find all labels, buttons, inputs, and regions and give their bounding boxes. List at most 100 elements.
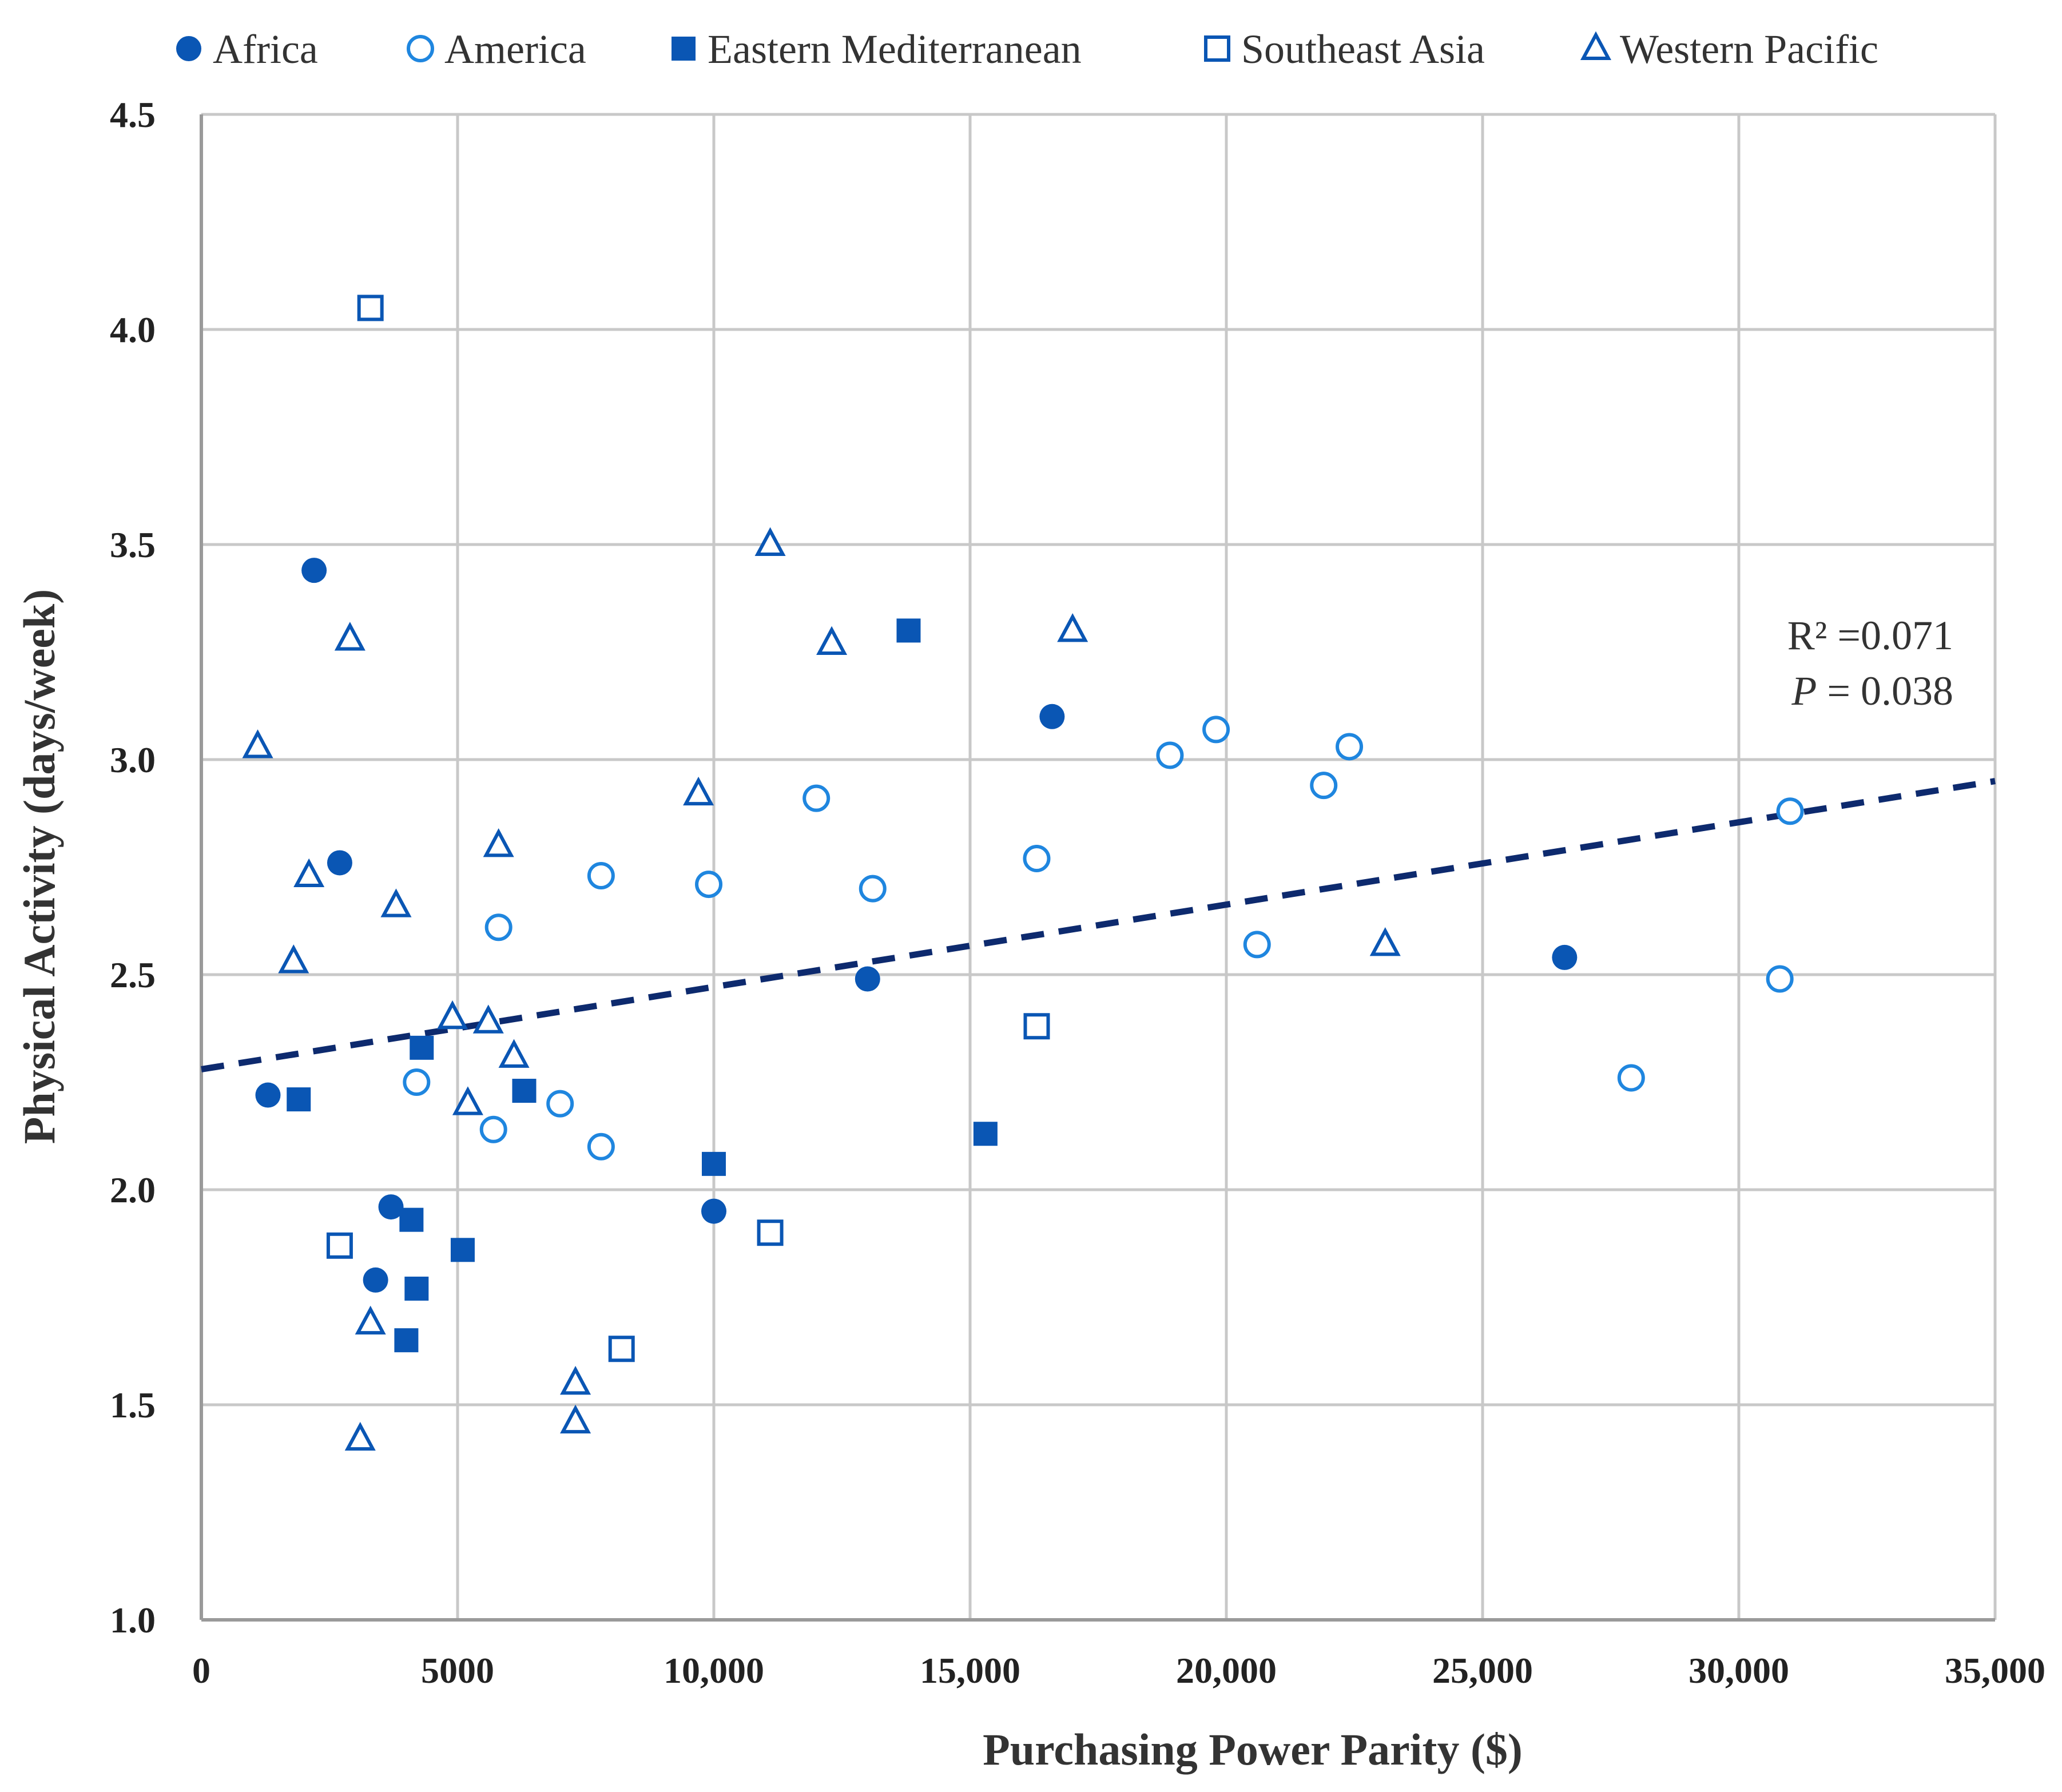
y-tick-label: 2.0 — [110, 1170, 156, 1210]
y-tick-label: 2.5 — [110, 955, 156, 995]
data-point-southeast-asia — [326, 1232, 353, 1259]
data-point-southeast-asia — [757, 1219, 784, 1246]
legend-marker-america — [407, 35, 434, 62]
data-point-western-pacific — [560, 1366, 591, 1395]
data-point-eastern-mediterranean — [404, 1276, 429, 1301]
data-point-western-pacific — [483, 828, 514, 857]
p-label: P — [1791, 668, 1817, 714]
data-point-western-pacific — [437, 1000, 468, 1030]
legend-marker-southeast-asia — [1204, 35, 1230, 62]
data-point-western-pacific — [334, 622, 365, 651]
data-point-africa — [1039, 704, 1065, 729]
legend-label-america: America — [444, 26, 586, 72]
data-point-southeast-asia — [1023, 1013, 1050, 1040]
data-point-western-pacific — [344, 1421, 376, 1451]
legend-label-western-pacific: Western Pacific — [1620, 26, 1878, 72]
data-point-eastern-mediterranean — [410, 1035, 434, 1060]
tick-labels-layer: 0 5000 10,000 15,000 20,000 25,000 30,000 35,00… — [110, 94, 2045, 1691]
y-tick-label: 4.5 — [110, 94, 156, 135]
data-point-america — [802, 784, 831, 812]
data-point-america — [1766, 965, 1794, 993]
data-point-eastern-mediterranean — [973, 1122, 998, 1146]
data-point-western-pacific — [380, 888, 412, 917]
data-point-western-pacific — [1057, 613, 1088, 642]
data-point-america — [1310, 772, 1338, 800]
data-point-eastern-mediterranean — [399, 1207, 424, 1232]
x-axis-title: Purchasing Power Parity ($) — [983, 1725, 1523, 1774]
data-point-africa — [363, 1267, 388, 1293]
data-point-western-pacific — [816, 626, 848, 655]
data-point-southeast-asia — [608, 1336, 635, 1362]
legend-marker-eastern-mediterranean — [672, 37, 696, 61]
data-point-america — [1336, 733, 1364, 761]
data-point-western-pacific — [472, 1004, 504, 1034]
x-tick-label: 5000 — [421, 1650, 494, 1691]
data-point-america — [479, 1115, 507, 1143]
trend-line — [201, 778, 1996, 1072]
data-point-eastern-mediterranean — [896, 618, 921, 643]
data-point-africa — [378, 1194, 404, 1220]
x-tick-label: 15,000 — [920, 1650, 1020, 1691]
data-point-eastern-mediterranean — [512, 1079, 537, 1103]
data-point-eastern-mediterranean — [394, 1328, 419, 1353]
data-point-eastern-mediterranean — [702, 1151, 726, 1176]
data-point-america — [1202, 716, 1230, 744]
data-point-america — [403, 1068, 431, 1096]
data-point-africa — [855, 966, 880, 992]
x-tick-label: 35,000 — [1945, 1650, 2045, 1691]
legend-label-africa: Africa — [213, 26, 318, 72]
grid-layer — [201, 113, 1997, 1620]
data-point-africa — [327, 850, 352, 876]
data-point-america — [1156, 741, 1184, 769]
data-points-layer — [242, 295, 1804, 1451]
y-tick-label: 1.0 — [110, 1600, 156, 1640]
data-point-america — [587, 862, 615, 890]
data-point-america — [1776, 797, 1804, 825]
legend-label-eastern-mediterranean: Eastern Mediterranean — [708, 26, 1082, 72]
p-value-annotation: P = 0.038 — [1791, 668, 1953, 714]
data-point-africa — [1552, 944, 1578, 970]
legend-label-southeast-asia: Southeast Asia — [1241, 26, 1485, 72]
data-point-western-pacific — [683, 776, 714, 806]
y-axis-title: Physical Activity (days/week) — [14, 589, 64, 1145]
data-point-western-pacific — [498, 1039, 530, 1068]
data-point-western-pacific — [242, 729, 273, 758]
data-point-america — [1243, 931, 1271, 959]
data-point-america — [1617, 1064, 1645, 1092]
data-point-western-pacific — [754, 527, 786, 556]
data-point-eastern-mediterranean — [287, 1087, 311, 1112]
data-point-america — [1023, 844, 1051, 872]
data-point-america — [587, 1133, 615, 1161]
p-value: = 0.038 — [1817, 668, 1953, 714]
x-tick-label: 30,000 — [1688, 1650, 1789, 1691]
data-point-america — [484, 913, 512, 941]
y-tick-label: 3.5 — [110, 525, 156, 565]
data-point-america — [859, 875, 887, 903]
data-point-southeast-asia — [357, 295, 384, 321]
data-point-western-pacific — [293, 858, 325, 888]
axes-layer — [200, 114, 1995, 1622]
x-tick-label: 20,000 — [1176, 1650, 1277, 1691]
data-point-western-pacific — [560, 1404, 591, 1434]
data-point-america — [695, 871, 723, 899]
legend-marker-western-pacific — [1580, 31, 1612, 60]
data-point-africa — [255, 1082, 281, 1108]
x-tick-label: 0 — [192, 1650, 210, 1691]
y-tick-label: 3.0 — [110, 740, 156, 780]
data-point-africa — [701, 1198, 726, 1224]
data-point-western-pacific — [1369, 927, 1401, 956]
y-tick-label: 4.0 — [110, 309, 156, 350]
legend-marker-africa — [176, 36, 201, 61]
data-point-america — [546, 1090, 574, 1118]
data-point-eastern-mediterranean — [450, 1238, 475, 1262]
data-point-africa — [301, 558, 327, 583]
data-point-western-pacific — [355, 1305, 386, 1335]
data-point-western-pacific — [278, 944, 309, 974]
y-tick-label: 1.5 — [110, 1385, 156, 1425]
x-tick-label: 10,000 — [664, 1650, 764, 1691]
legend: Africa America Eastern Mediterranean Southe… — [176, 26, 1878, 72]
x-tick-label: 25,000 — [1432, 1650, 1533, 1691]
data-point-western-pacific — [452, 1086, 483, 1115]
